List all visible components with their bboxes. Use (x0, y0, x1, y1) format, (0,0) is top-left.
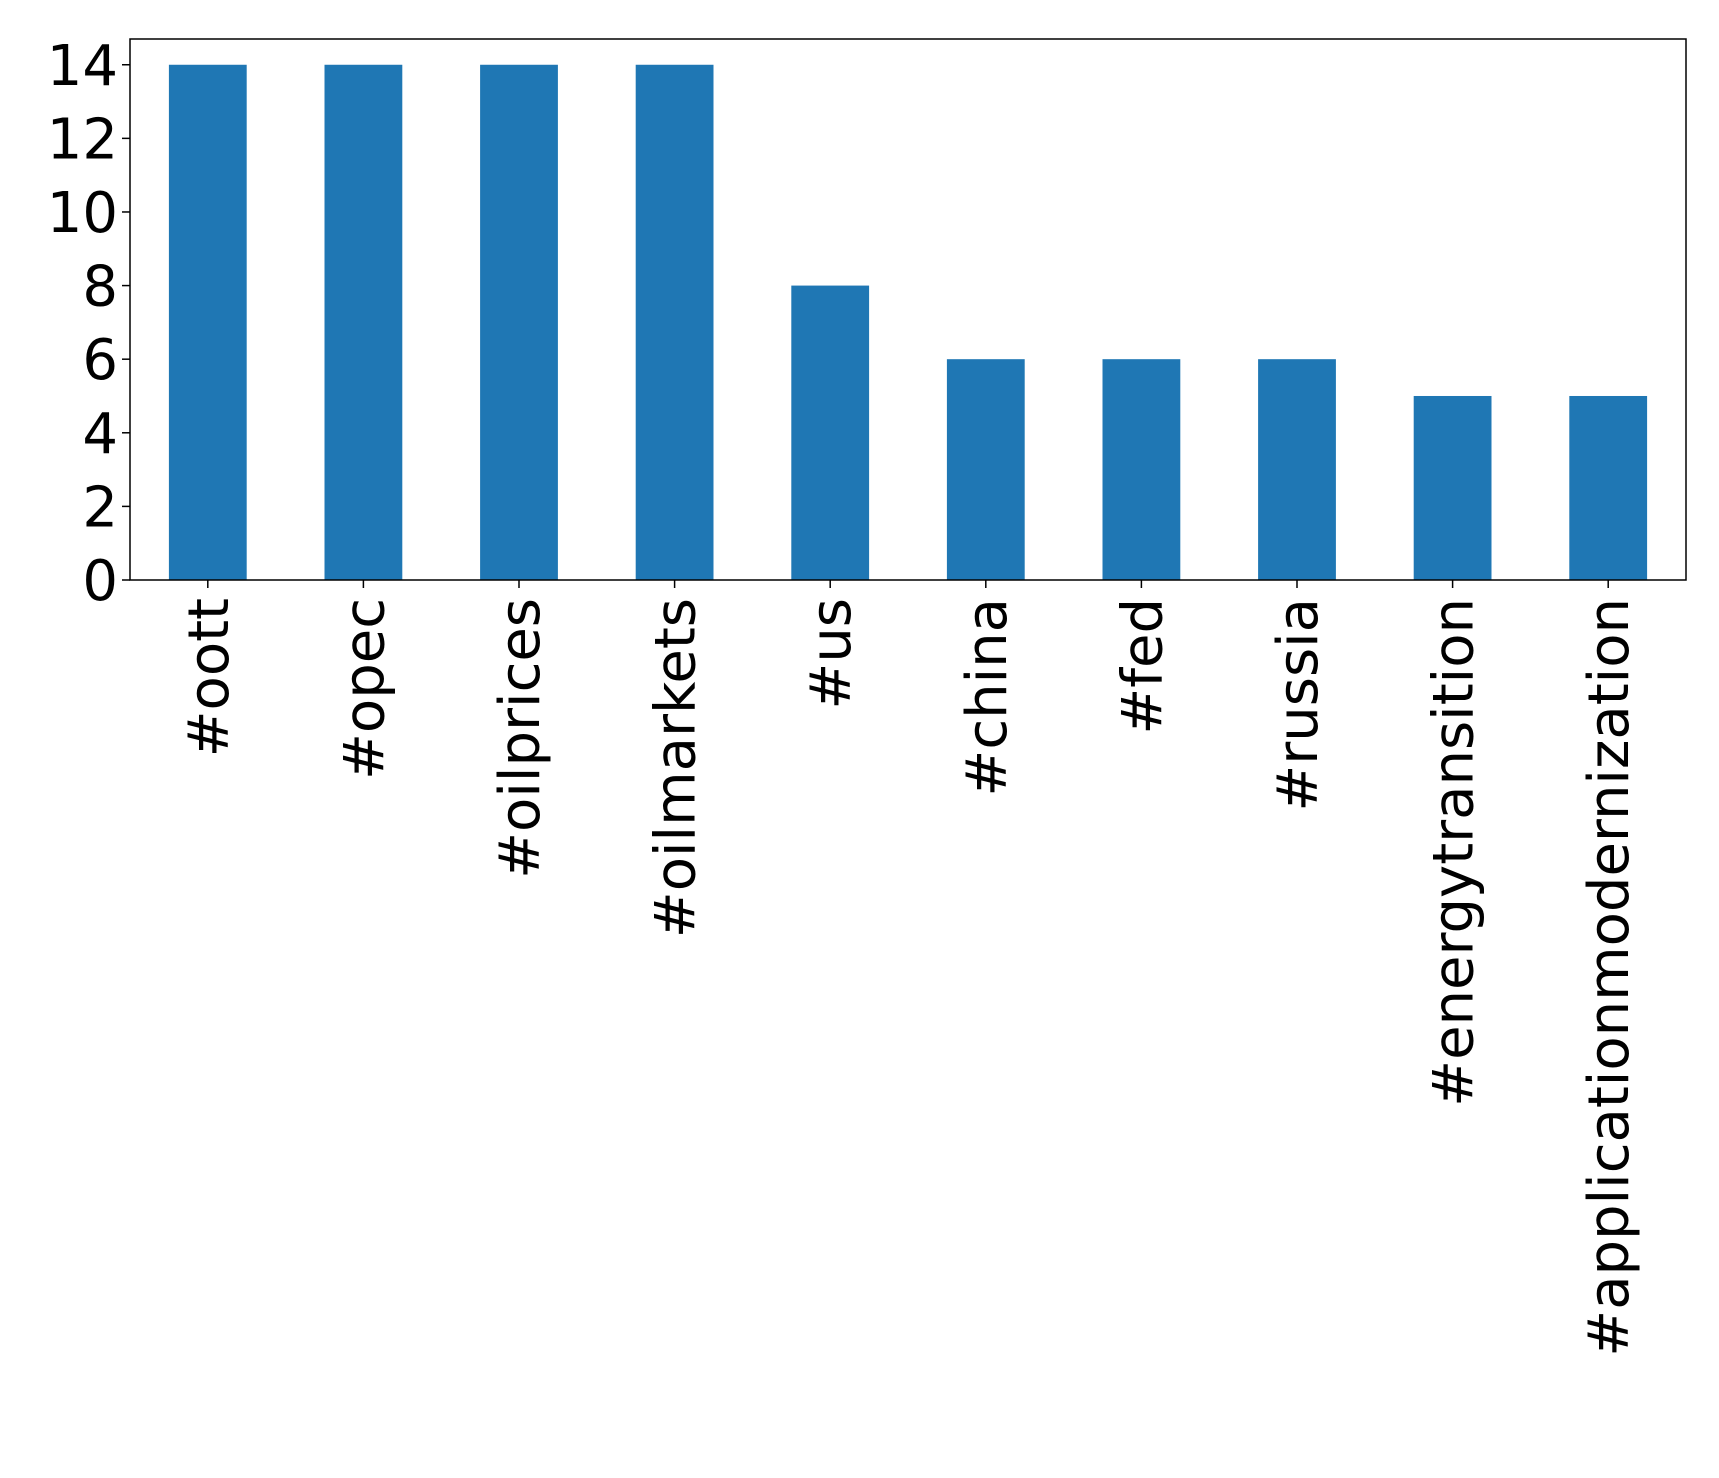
ticks-layer: #oott #opec #oilprices #oilmarkets #us #china… (47, 34, 1642, 1357)
y-tick-label: 12 (47, 107, 118, 172)
x-tick-label: #oott (177, 598, 242, 757)
bar-energytransition (1413, 395, 1492, 580)
x-tick-label: #us (799, 598, 864, 710)
bar-applicationmodernization (1569, 395, 1648, 580)
y-tick-label: 4 (82, 402, 118, 467)
x-tick-label: #oilmarkets (644, 598, 709, 938)
x-tick-label: #opec (332, 598, 397, 780)
bar-oilmarkets (635, 64, 714, 580)
x-tick-label: #russia (1266, 598, 1331, 812)
x-tick-label: #applicationmodernization (1577, 598, 1642, 1357)
bar-russia (1258, 359, 1336, 580)
y-tick-label: 8 (82, 255, 118, 320)
bar-china (946, 359, 1025, 580)
y-tick-label: 2 (82, 475, 118, 540)
bar-opec (324, 64, 403, 580)
bar-us (791, 285, 870, 580)
x-tick-label: #fed (1110, 598, 1175, 735)
plot-frame (129, 38, 1687, 581)
y-tick-label: 14 (47, 34, 118, 99)
y-tick-label: 0 (82, 549, 118, 614)
bar-fed (1102, 359, 1181, 580)
bar-oott (168, 64, 247, 580)
x-tick-label: #energytransition (1422, 598, 1487, 1107)
x-tick-label: #china (955, 598, 1020, 797)
y-tick-label: 6 (82, 328, 118, 393)
x-tick-label: #oilprices (488, 598, 553, 879)
bars-layer (168, 64, 1648, 580)
y-tick-label: 10 (47, 181, 118, 246)
bar-oilprices (480, 64, 558, 580)
